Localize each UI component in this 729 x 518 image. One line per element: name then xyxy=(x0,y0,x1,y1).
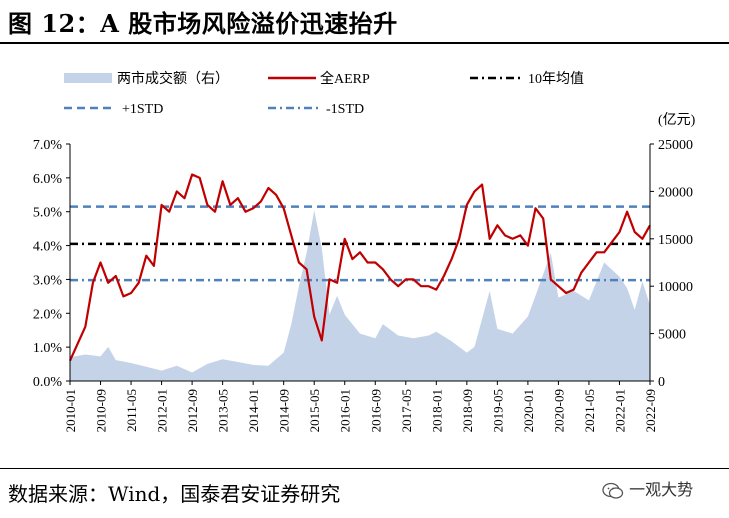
legend-item-minus-std: -1STD xyxy=(268,102,364,117)
x-tick-label: 2015-05 xyxy=(307,389,322,432)
legend-item-mean: 10年均值 xyxy=(470,71,584,87)
left-tick-label: 0.0% xyxy=(33,375,63,390)
x-tick-label: 2018-01 xyxy=(429,389,444,432)
x-tick-label: 2018-09 xyxy=(460,389,475,432)
aerp-line xyxy=(68,173,651,362)
right-tick-label: 25000 xyxy=(658,138,693,153)
watermark: 一观大势 xyxy=(602,476,693,500)
legend-label-aerp: 全AERP xyxy=(320,70,370,87)
legend-label-mean: 10年均值 xyxy=(528,71,584,87)
legend-item-plus-std: +1STD xyxy=(64,102,163,117)
plot-area xyxy=(68,173,651,381)
x-tick-label: 2012-01 xyxy=(155,389,170,432)
legend-swatch-volume xyxy=(64,73,112,83)
legend-label-volume: 两市成交额（右） xyxy=(117,70,229,87)
x-tick-label: 2014-09 xyxy=(277,389,292,432)
x-tick-label: 2016-01 xyxy=(338,389,353,432)
x-tick-label: 2012-09 xyxy=(185,389,200,432)
legend: 两市成交额（右） 全AERP 10年均值 +1STD -1STD xyxy=(64,70,584,117)
x-tick-label: 2011-05 xyxy=(124,389,139,432)
legend-item-volume: 两市成交额（右） xyxy=(64,70,229,87)
x-tick-label: 2014-01 xyxy=(246,389,261,432)
legend-label-minus-std: -1STD xyxy=(326,102,364,117)
x-tick-label: 2016-09 xyxy=(368,389,383,432)
right-tick-label: 0 xyxy=(658,375,665,390)
left-tick-label: 2.0% xyxy=(33,307,63,322)
x-tick-label: 2017-05 xyxy=(399,389,414,432)
right-tick-label: 20000 xyxy=(658,185,693,200)
left-tick-label: 5.0% xyxy=(33,206,63,221)
left-tick-label: 1.0% xyxy=(33,341,63,356)
left-tick-label: 6.0% xyxy=(33,172,63,187)
x-tick-label: 2020-09 xyxy=(551,389,566,432)
legend-item-aerp: 全AERP xyxy=(268,70,370,87)
watermark-text: 一观大势 xyxy=(629,480,694,499)
x-tick-label: 2021-05 xyxy=(582,389,597,432)
x-tick-label: 2022-01 xyxy=(612,389,627,432)
x-tick-label: 2010-09 xyxy=(94,389,109,432)
x-tick-label: 2020-01 xyxy=(521,389,536,432)
right-tick-label: 15000 xyxy=(658,233,693,248)
legend-label-plus-std: +1STD xyxy=(122,102,163,117)
wechat-icon xyxy=(602,482,624,499)
x-tick-label: 2013-05 xyxy=(216,389,231,432)
volume-area xyxy=(70,210,650,381)
chart-svg: 两市成交额（右） 全AERP 10年均值 +1STD -1STD (亿元) 0.… xyxy=(33,70,696,432)
left-tick-label: 3.0% xyxy=(33,273,63,288)
left-tick-label: 7.0% xyxy=(33,138,63,153)
bottom-rule xyxy=(0,468,729,469)
right-tick-label: 5000 xyxy=(658,328,686,343)
source-note: 数据来源：Wind，国泰君安证券研究 xyxy=(8,482,341,506)
top-rule xyxy=(0,42,729,44)
right-axis-unit: (亿元) xyxy=(658,112,696,128)
left-tick-label: 4.0% xyxy=(33,240,63,255)
x-tick-label: 2010-01 xyxy=(63,389,78,432)
right-tick-label: 10000 xyxy=(658,280,693,295)
axes: 0.0% 1.0% 2.0% 3.0% 4.0% 5.0% 6.0% 7.0% 0 5000 100… xyxy=(33,138,693,432)
x-tick-label: 2022-09 xyxy=(643,389,658,432)
chart-title: 图 12：A 股市场风险溢价迅速抬升 xyxy=(8,9,398,38)
x-tick-label: 2019-05 xyxy=(490,389,505,432)
